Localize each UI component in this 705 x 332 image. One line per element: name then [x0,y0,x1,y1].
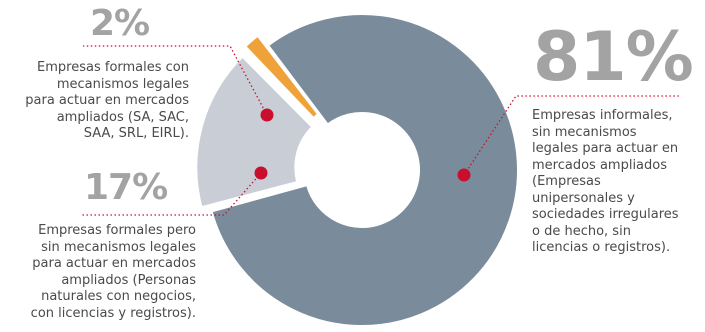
slice-2-percent [243,34,320,120]
description-line: ampliados (SA, SAC, [56,109,189,125]
label-81-percent: 81% [533,18,694,97]
description-line: para actuar en mercados [25,93,189,108]
marker-dot-2 [260,108,274,122]
description-line: Empresas informales, [532,108,673,123]
description-line: legales para actuar en [532,141,679,156]
label-2-percent: 2% [90,3,150,44]
description-line: Empresas formales con [37,60,189,75]
description-line: o de hecho, sin [532,223,631,239]
description-line: ampliados (Personas [61,272,196,288]
leader-line-2 [83,45,268,116]
description-line: mecanismos legales [56,76,189,92]
description-line: para actuar en mercados [32,256,196,271]
marker-dot-81 [457,168,471,182]
description-17-percent: Empresas formales pero sin mecanismos le… [31,223,196,322]
slice-81-percent [210,13,519,327]
description-line: SAA, SRL, EIRL). [83,126,189,141]
description-line: (Empresas [532,174,601,189]
description-line: Empresas formales pero [38,223,196,238]
description-line: sociedades irregulares [532,207,679,222]
slice-17-percent [195,55,314,209]
description-line: mercados ampliados [532,157,667,173]
marker-dot-17 [254,166,268,180]
description-line: licencias o registros). [532,240,671,255]
description-line: sin mecanismos legales [41,239,196,255]
description-2-percent: Empresas formales con mecanismos legales… [25,60,189,143]
description-line: unipersonales y [532,190,635,206]
description-81-percent: Empresas informales, sin mecanismos lega… [532,108,679,257]
label-17-percent: 17% [84,167,168,208]
description-line: con licencias y registros). [30,305,196,321]
description-line: sin mecanismos [532,124,637,140]
description-line: naturales con negocios, [41,289,196,304]
